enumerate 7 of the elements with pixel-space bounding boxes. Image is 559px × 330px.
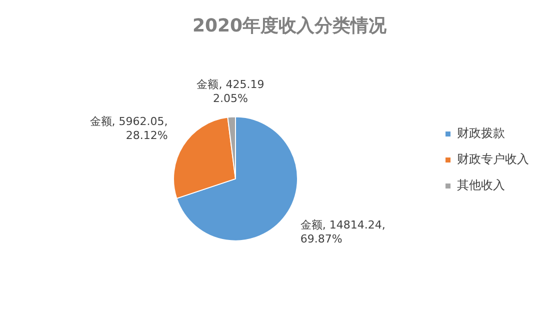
data-label: 金额, 14814.24, 69.87% (300, 218, 386, 246)
chart-title: 2020年度收入分类情况 (192, 15, 388, 36)
legend-label: 财政专户收入 (457, 152, 529, 166)
data-label: 金额, 425.19 2.05% (196, 78, 264, 105)
legend-label: 财政拨款 (457, 126, 505, 140)
data-label: 金额, 5962.05, 28.12% (90, 115, 168, 142)
legend-label: 其他收入 (457, 178, 505, 192)
